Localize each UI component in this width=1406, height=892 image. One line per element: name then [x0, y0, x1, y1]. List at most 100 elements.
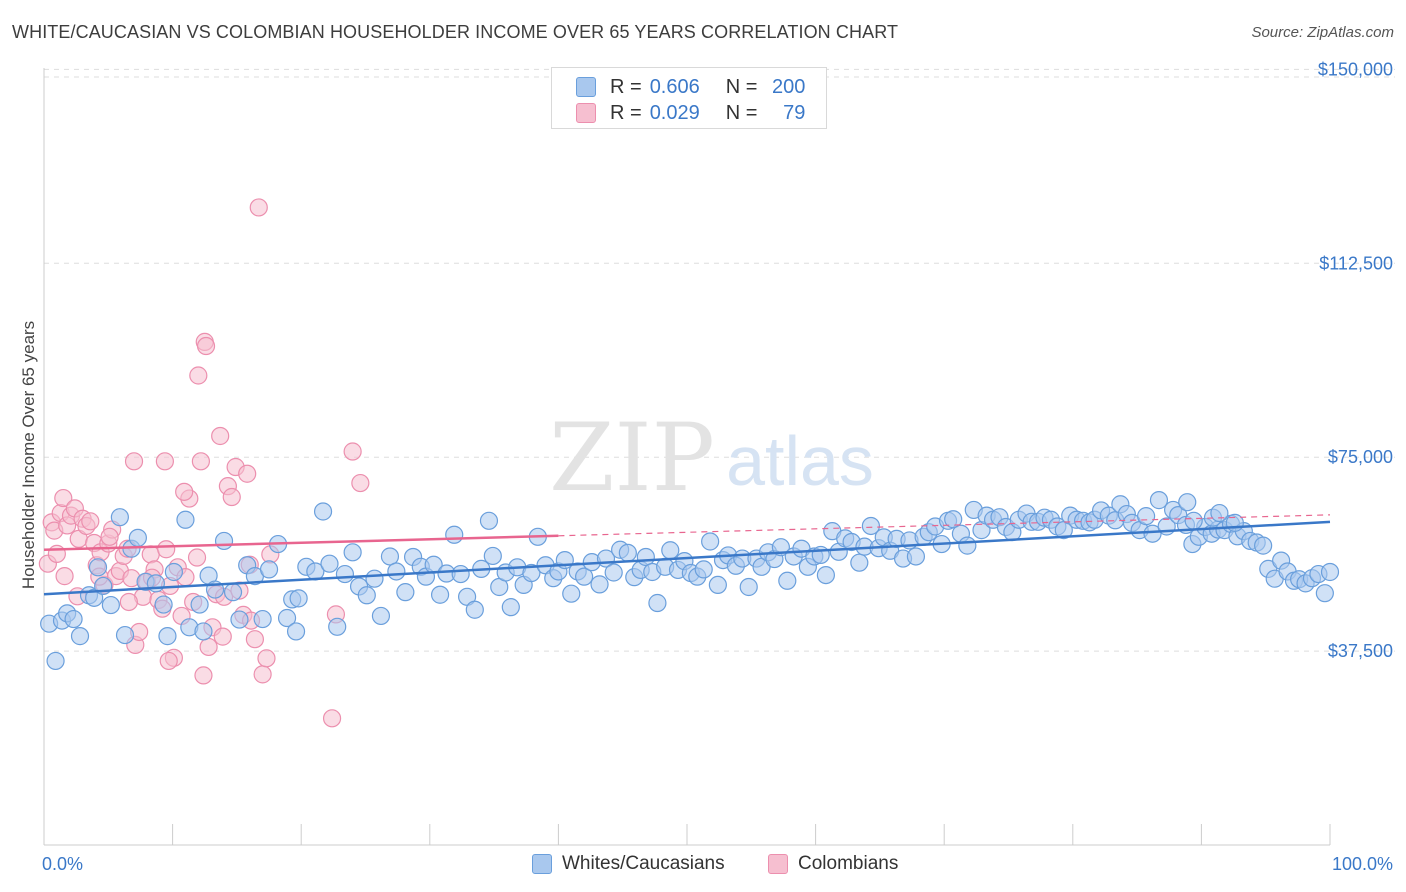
whites-trend-line: [43, 520, 1331, 596]
colombians-swatch-icon: [576, 103, 596, 123]
colombian-point: [141, 545, 160, 564]
white-point: [850, 553, 869, 572]
white-point: [701, 532, 720, 551]
white-point: [778, 571, 797, 590]
white-point: [1137, 507, 1156, 526]
whites-points: [40, 491, 1340, 671]
legend: R = 0.606 N = 200 R = 0.029 N = 79: [551, 67, 827, 129]
white-point: [465, 600, 484, 619]
white-point: [944, 510, 963, 529]
white-point: [194, 622, 213, 641]
white-point: [328, 617, 347, 636]
legend-n-value: 200: [772, 75, 806, 98]
colombian-point: [189, 366, 208, 385]
white-point: [101, 595, 120, 615]
colombian-point: [100, 527, 119, 546]
white-point: [289, 589, 308, 608]
y-tick-labels: $37,500 $75,000 $112,500 $150,000: [1318, 59, 1393, 661]
white-point: [380, 547, 400, 566]
colombian-point: [155, 452, 174, 471]
y-axis-label: Householder Income Over 65 years: [19, 321, 38, 589]
white-point: [575, 567, 594, 586]
colombian-point: [175, 482, 194, 501]
white-point: [1315, 584, 1334, 603]
colombian-point: [199, 637, 218, 657]
colombian-point: [124, 452, 144, 471]
trend-lines: [43, 514, 1331, 596]
white-point: [562, 584, 581, 603]
colombians-trend-extension: [558, 514, 1331, 537]
colombian-point: [253, 665, 272, 684]
white-point: [1149, 491, 1169, 510]
white-point: [115, 625, 135, 645]
legend-row-whites: R = 0.606 N = 200: [576, 75, 805, 99]
white-point: [277, 608, 297, 628]
white-point: [708, 575, 727, 595]
legend-row-colombians: R = 0.029 N = 79: [576, 101, 805, 125]
white-point: [230, 610, 249, 629]
white-point: [1184, 511, 1203, 530]
bottom-legend-whites-label: Whites/Caucasians: [562, 853, 725, 874]
white-point: [451, 564, 470, 584]
white-point: [46, 651, 65, 671]
colombian-point: [343, 442, 362, 461]
colombians-swatch-icon: [768, 854, 788, 874]
white-point: [958, 536, 977, 555]
source-credit: Source: ZipAtlas.com: [1251, 24, 1394, 41]
y-tick-label: $75,000: [1328, 447, 1393, 467]
legend-r-value: 0.606: [649, 75, 700, 98]
white-point: [604, 563, 623, 582]
white-point: [522, 563, 541, 583]
white-point: [313, 502, 333, 521]
colombian-point: [194, 666, 213, 685]
bottom-legend-colombians-label: Colombians: [798, 853, 899, 874]
colombian-point: [191, 452, 210, 471]
white-point: [1320, 562, 1340, 582]
white-point: [365, 569, 384, 588]
white-point: [661, 541, 680, 560]
whites-swatch-icon: [576, 77, 596, 97]
axes: [43, 68, 1331, 846]
white-point: [88, 558, 108, 577]
bottom-legend-whites: Whites/Caucasians: [532, 851, 725, 877]
white-point: [214, 531, 234, 551]
white-point: [190, 595, 209, 614]
white-point: [618, 543, 637, 562]
colombian-point: [119, 592, 138, 612]
colombian-point: [238, 464, 257, 483]
colombian-point: [257, 649, 276, 668]
colombian-point: [187, 548, 207, 567]
legend-r-label: R =: [610, 101, 642, 124]
watermark-zip: ZIP: [549, 404, 715, 513]
white-point: [648, 593, 667, 613]
bottom-legend-colombians: Colombians: [768, 851, 898, 877]
colombian-point: [55, 567, 74, 586]
x-tick-label-min: 0.0%: [42, 854, 83, 874]
colombian-point: [351, 473, 370, 493]
white-point: [1254, 536, 1273, 555]
white-point: [286, 622, 306, 641]
white-point: [110, 508, 129, 527]
white-point: [479, 511, 499, 530]
y-tick-label: $150,000: [1318, 59, 1393, 79]
colombian-point: [47, 544, 66, 563]
white-point: [906, 547, 926, 566]
white-point: [816, 565, 835, 585]
colombian-point: [245, 630, 265, 649]
legend-n-label: N =: [725, 75, 758, 98]
white-point: [501, 598, 520, 617]
white-point: [335, 564, 355, 584]
white-point: [343, 543, 362, 562]
white-point: [64, 609, 83, 629]
colombian-point: [196, 336, 216, 356]
white-point: [320, 554, 339, 573]
white-point: [396, 583, 415, 602]
watermark: ZIP atlas: [549, 404, 874, 513]
white-point: [164, 562, 183, 582]
white-point: [1143, 524, 1162, 543]
white-point: [590, 575, 609, 594]
white-point: [371, 606, 391, 626]
white-point: [128, 528, 147, 547]
legend-r-label: R =: [610, 75, 642, 98]
